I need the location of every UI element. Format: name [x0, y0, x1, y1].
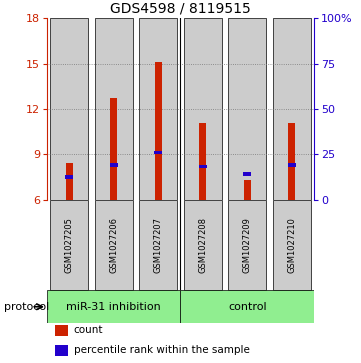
- FancyBboxPatch shape: [139, 200, 177, 290]
- Text: GSM1027208: GSM1027208: [198, 217, 207, 273]
- Bar: [199, 123, 206, 200]
- Bar: [66, 163, 73, 200]
- FancyBboxPatch shape: [273, 200, 311, 290]
- FancyBboxPatch shape: [180, 290, 314, 323]
- Bar: [95, 18, 132, 200]
- Text: GSM1027209: GSM1027209: [243, 217, 252, 273]
- Bar: [273, 18, 311, 200]
- Bar: [243, 172, 251, 176]
- FancyBboxPatch shape: [229, 200, 266, 290]
- Bar: [55, 325, 68, 336]
- Bar: [50, 18, 88, 200]
- FancyBboxPatch shape: [47, 290, 180, 323]
- Bar: [288, 163, 296, 167]
- Title: GDS4598 / 8119515: GDS4598 / 8119515: [110, 1, 251, 16]
- Bar: [154, 151, 162, 154]
- FancyBboxPatch shape: [184, 200, 222, 290]
- FancyBboxPatch shape: [95, 200, 132, 290]
- Bar: [244, 180, 251, 200]
- Bar: [65, 175, 73, 179]
- Bar: [229, 18, 266, 200]
- Text: count: count: [74, 325, 103, 335]
- Bar: [184, 18, 222, 200]
- Text: percentile rank within the sample: percentile rank within the sample: [74, 345, 249, 355]
- Text: protocol: protocol: [4, 302, 49, 312]
- FancyBboxPatch shape: [50, 200, 88, 290]
- Text: GSM1027205: GSM1027205: [65, 217, 74, 273]
- Text: miR-31 inhibition: miR-31 inhibition: [66, 302, 161, 312]
- Bar: [110, 98, 117, 200]
- Text: GSM1027206: GSM1027206: [109, 217, 118, 273]
- Bar: [139, 18, 177, 200]
- Text: GSM1027207: GSM1027207: [154, 217, 163, 273]
- Text: GSM1027210: GSM1027210: [287, 217, 296, 273]
- Bar: [55, 345, 68, 356]
- Bar: [288, 123, 295, 200]
- Bar: [110, 163, 118, 167]
- Bar: [199, 165, 207, 168]
- Bar: [155, 62, 162, 200]
- Text: control: control: [228, 302, 266, 312]
